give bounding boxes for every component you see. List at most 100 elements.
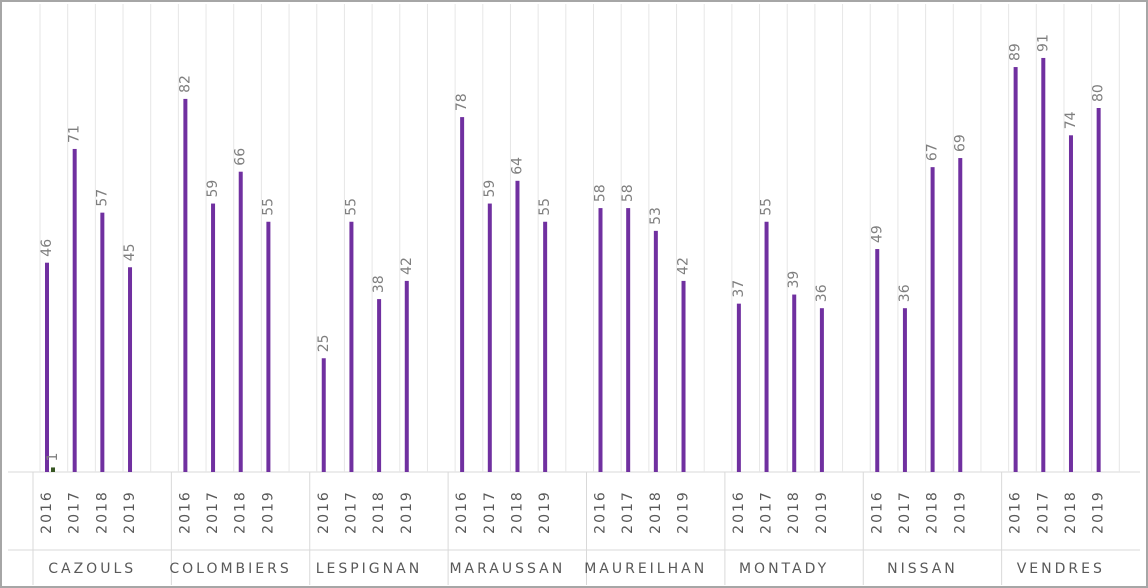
bar [543, 221, 548, 472]
value-label: 25 [316, 334, 332, 352]
group-label: CAZOULS [48, 561, 136, 577]
value-label: 39 [786, 271, 802, 289]
x-tick-label: 2019 [260, 490, 276, 534]
x-tick-label: 2016 [316, 490, 332, 534]
x-tick-label: 2017 [67, 490, 83, 534]
bar [653, 230, 658, 472]
bar [598, 208, 603, 472]
bar [72, 148, 77, 472]
value-label: 45 [122, 243, 138, 261]
value-label: 49 [869, 225, 885, 243]
bar [238, 171, 243, 472]
bar [819, 308, 824, 472]
value-label: 46 [39, 239, 55, 257]
x-tick-label: 2017 [205, 490, 221, 534]
value-label: 36 [814, 284, 830, 302]
x-tick-label: 2016 [593, 490, 609, 534]
bar [930, 167, 935, 472]
value-label: 55 [343, 198, 359, 216]
bar [45, 262, 49, 472]
bar [681, 280, 686, 472]
group-label: NISSAN [887, 561, 958, 577]
bar [460, 117, 465, 472]
group-label: VENDRES [1017, 561, 1105, 577]
value-label: 57 [94, 189, 110, 207]
bar [1096, 108, 1101, 472]
group-label: MAUREILHAN [584, 561, 707, 577]
x-tick-label: 2019 [1091, 490, 1107, 534]
bar [902, 308, 907, 472]
x-tick-label: 2017 [343, 490, 359, 534]
value-label: 1 [45, 453, 61, 462]
x-tick-label: 2016 [177, 490, 193, 534]
value-label: 36 [897, 284, 913, 302]
x-tick-label: 2018 [509, 490, 525, 534]
x-tick-label: 2017 [1035, 490, 1051, 534]
x-tick-label: 2016 [1008, 490, 1024, 534]
x-tick-label: 2017 [897, 490, 913, 534]
bar [958, 158, 963, 473]
value-label: 74 [1063, 111, 1079, 129]
x-tick-label: 2017 [482, 490, 498, 534]
x-tick-label: 2019 [814, 490, 830, 534]
x-tick-label: 2019 [122, 490, 138, 534]
x-tick-label: 2018 [786, 490, 802, 534]
bar [875, 249, 880, 472]
value-label: 67 [925, 143, 941, 161]
value-label: 59 [482, 180, 498, 198]
group-label: MONTADY [739, 561, 829, 577]
x-tick-label: 2016 [39, 490, 55, 534]
bar [211, 203, 216, 473]
bar [487, 203, 492, 473]
value-label: 53 [648, 207, 664, 225]
x-tick-label: 2019 [676, 490, 692, 534]
x-tick-label: 2017 [759, 490, 775, 534]
value-label: 89 [1008, 43, 1024, 61]
bar [128, 267, 133, 472]
bar [626, 208, 631, 472]
bar [377, 299, 382, 472]
bar [1068, 135, 1073, 473]
bar [1013, 67, 1018, 473]
x-tick-label: 2018 [648, 490, 664, 534]
bar [349, 221, 354, 472]
bar [100, 212, 105, 472]
value-label: 71 [67, 125, 83, 143]
x-tick-label: 2016 [869, 490, 885, 534]
x-tick-label: 2018 [233, 490, 249, 534]
value-label: 58 [593, 184, 609, 202]
value-label: 55 [759, 198, 775, 216]
value-label: 91 [1035, 34, 1051, 52]
value-label: 42 [676, 257, 692, 275]
x-tick-label: 2019 [399, 490, 415, 534]
x-tick-label: 2016 [454, 490, 470, 534]
x-tick-label: 2016 [731, 490, 747, 534]
group-label: MARAUSSAN [449, 561, 565, 577]
value-label: 82 [177, 75, 193, 93]
value-label: 42 [399, 257, 415, 275]
bar [764, 221, 769, 472]
x-tick-label: 2019 [537, 490, 553, 534]
group-label: LESPIGNAN [316, 561, 422, 577]
x-tick-label: 2017 [620, 490, 636, 534]
x-tick-label: 2018 [1063, 490, 1079, 534]
x-tick-label: 2019 [952, 490, 968, 534]
value-label: 58 [620, 184, 636, 202]
bar [51, 467, 55, 472]
value-label: 59 [205, 180, 221, 198]
bar [736, 303, 741, 472]
value-label: 64 [509, 157, 525, 175]
x-tick-label: 2018 [925, 490, 941, 534]
group-label: COLOMBIERS [169, 561, 291, 577]
bar [321, 358, 326, 472]
bar [266, 221, 271, 472]
bar [792, 294, 797, 472]
value-label: 80 [1091, 84, 1107, 102]
value-label: 66 [233, 148, 249, 166]
bar [404, 280, 409, 472]
bar [183, 98, 188, 473]
value-label: 37 [731, 280, 747, 298]
x-tick-label: 2018 [371, 490, 387, 534]
